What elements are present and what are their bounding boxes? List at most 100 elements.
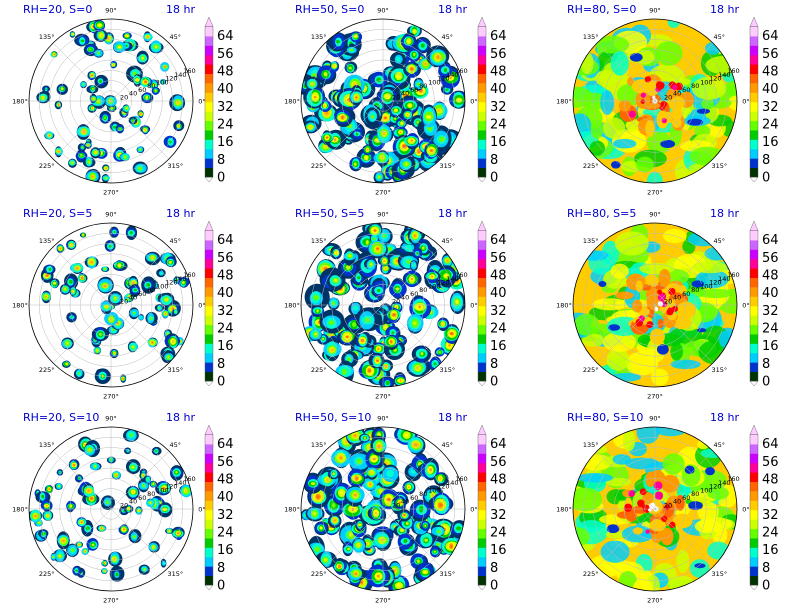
- contour-cell: [141, 57, 145, 60]
- colorbar-swatch: [750, 462, 758, 473]
- contour-cell: [125, 35, 128, 37]
- contour-cell: [81, 277, 83, 279]
- colorbar-tick-label: 64: [762, 437, 779, 452]
- contour-cell: [139, 316, 142, 320]
- colorbar-tick-label: 64: [490, 437, 507, 452]
- contour-cell: [103, 116, 107, 120]
- time-label: 18 hr: [438, 3, 467, 16]
- contour-cell: [406, 114, 409, 116]
- contour-cell: [377, 347, 380, 351]
- angle-tick-label: 180°: [12, 98, 28, 106]
- contour-cell: [600, 540, 630, 563]
- angle-tick-label: 180°: [556, 98, 572, 106]
- colorbar-tick-label: 64: [490, 233, 507, 248]
- radial-tick-label: 140: [174, 275, 186, 283]
- colorbar-tick-label: 0: [217, 579, 225, 594]
- colorbar-swatch: [478, 343, 486, 354]
- radial-tick-label: 60: [138, 494, 146, 502]
- contour-cell: [333, 519, 336, 522]
- colorbar-tick-label: 8: [490, 153, 498, 168]
- contour-cell: [119, 128, 121, 130]
- colorbar-swatch: [750, 26, 758, 37]
- colorbar-tick-label: 40: [217, 490, 234, 505]
- contour-cell: [353, 162, 357, 166]
- colorbar-swatch: [750, 434, 758, 445]
- contour-cell: [78, 544, 80, 546]
- radial-tick-label: 80: [419, 286, 427, 294]
- colorbar-swatch: [750, 92, 758, 103]
- contour-cell: [71, 161, 74, 164]
- radial-tick-label: 160: [727, 67, 739, 75]
- colorbar-swatch: [478, 54, 486, 65]
- angle-tick-label: 315°: [439, 366, 455, 374]
- colorbar-tick-label: 32: [217, 100, 234, 115]
- radial-tick-label: 20: [392, 93, 400, 101]
- contour-cell: [384, 325, 388, 329]
- contour-cell: [117, 45, 122, 49]
- colorbar-tick-label: 24: [762, 322, 779, 337]
- contour-cell: [396, 74, 401, 79]
- colorbar-swatch: [478, 64, 486, 75]
- contour-cell: [632, 527, 643, 535]
- contour-cell: [113, 557, 116, 560]
- contour-cell: [91, 74, 93, 76]
- angle-tick-label: 45°: [442, 33, 454, 41]
- angle-tick-label: 315°: [439, 162, 455, 170]
- colorbar-swatch: [205, 491, 213, 501]
- contour-cell: [176, 279, 179, 282]
- contour-cell: [182, 281, 185, 285]
- contour-cell: [403, 514, 406, 516]
- radial-tick-label: 160: [727, 475, 739, 483]
- contour-cell: [112, 64, 115, 66]
- colorbar-tick-label: 0: [762, 375, 770, 390]
- colorbar-swatch: [478, 556, 486, 567]
- radial-tick-label: 40: [129, 90, 137, 98]
- colorbar-swatch: [478, 130, 486, 140]
- colorbar-tick-label: 16: [217, 135, 234, 150]
- colorbar-extend-bottom: [477, 584, 487, 591]
- colorbar-swatch: [750, 538, 758, 548]
- contour-cell: [383, 342, 385, 344]
- contour-cell: [98, 23, 101, 27]
- contour-cell: [154, 449, 158, 453]
- contour-cell: [600, 90, 615, 115]
- colorbar-swatch: [478, 240, 486, 250]
- angle-tick-label: 135°: [311, 33, 327, 41]
- radial-tick-label: 60: [410, 494, 418, 502]
- angle-tick-label: 315°: [167, 366, 183, 374]
- colorbar-swatch: [750, 139, 758, 150]
- angle-tick-label: 90°: [105, 415, 117, 423]
- contour-cell: [424, 524, 427, 527]
- angle-tick-label: 225°: [39, 162, 55, 170]
- radial-tick-label: 20: [392, 501, 400, 509]
- colorbar-tick-label: 24: [490, 118, 507, 133]
- colorbar-extend-bottom: [749, 176, 759, 183]
- angular-gridline: [110, 42, 170, 102]
- angle-tick-label: 90°: [105, 7, 117, 15]
- contour-cell: [376, 360, 379, 362]
- colorbar: 0 8 16 24 32 40 48 56 64: [477, 424, 507, 594]
- contour-cell: [410, 277, 414, 281]
- radial-tick-label: 40: [401, 90, 409, 98]
- angle-tick-label: 315°: [439, 570, 455, 578]
- contour-cell: [704, 246, 730, 261]
- colorbar-swatch: [205, 481, 213, 492]
- colorbar-swatch: [750, 73, 758, 84]
- contour-cell: [105, 177, 108, 180]
- contour-cell: [349, 48, 354, 52]
- contour-cell: [45, 296, 47, 298]
- colorbar-frame: [204, 230, 214, 382]
- contour-cell: [323, 558, 328, 562]
- colorbar-tick-label: 48: [762, 473, 779, 488]
- colorbar-extend-bottom: [749, 584, 759, 591]
- contour-cell: [107, 37, 109, 40]
- colorbar-swatch: [750, 148, 758, 159]
- radial-tick-label: 140: [174, 71, 186, 79]
- contour-cell: [595, 69, 617, 87]
- contour-cell: [122, 378, 124, 380]
- colorbar-swatch: [750, 230, 758, 241]
- colorbar-extend-bottom: [204, 380, 214, 387]
- colorbar-swatch: [478, 120, 486, 131]
- angle-tick-label: 180°: [12, 506, 28, 514]
- contour-cell: [385, 94, 390, 100]
